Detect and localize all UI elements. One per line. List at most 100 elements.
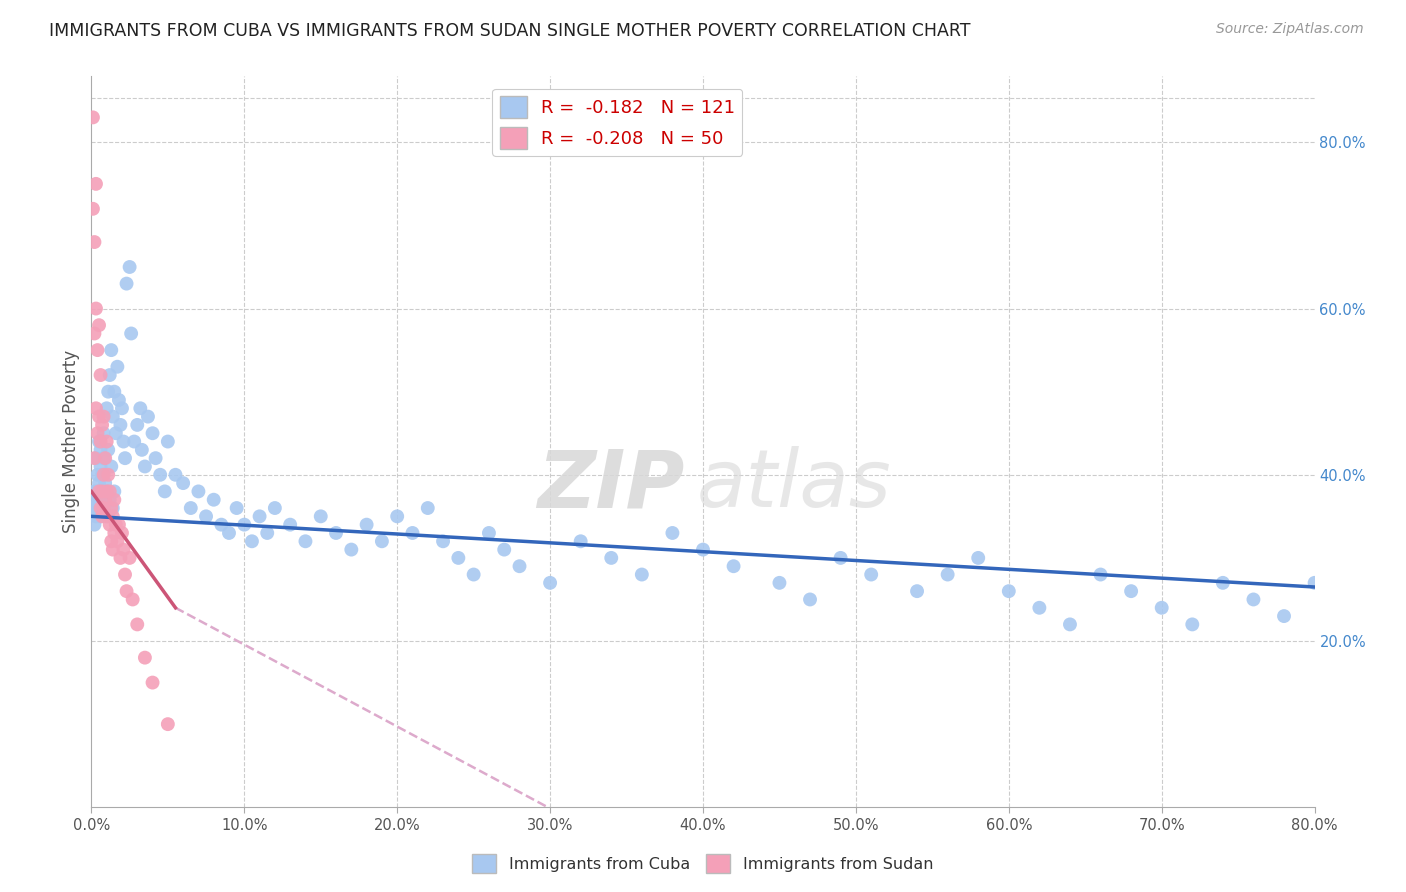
Point xyxy=(100,501,122,516)
Point xyxy=(96,401,118,416)
Point xyxy=(145,451,167,466)
Point xyxy=(118,550,141,565)
Point xyxy=(416,501,439,516)
Point xyxy=(90,368,112,382)
Point xyxy=(111,525,134,540)
Point xyxy=(385,509,409,524)
Point xyxy=(84,401,107,416)
Point xyxy=(87,492,110,507)
Point xyxy=(127,417,149,432)
Point xyxy=(83,235,105,249)
Point xyxy=(112,434,135,449)
Point xyxy=(100,534,122,549)
Point xyxy=(1150,600,1173,615)
Point xyxy=(86,467,108,482)
Point xyxy=(340,542,363,557)
Point xyxy=(830,550,852,565)
Point xyxy=(104,517,127,532)
Point xyxy=(103,484,125,499)
Point xyxy=(96,484,118,499)
Point xyxy=(98,484,121,499)
Point xyxy=(141,426,163,441)
Point xyxy=(86,343,108,357)
Point xyxy=(108,392,131,407)
Point xyxy=(96,484,118,499)
Point xyxy=(90,442,112,457)
Point xyxy=(134,650,156,665)
Point xyxy=(98,517,121,532)
Point xyxy=(225,501,247,516)
Point xyxy=(240,534,263,549)
Point xyxy=(129,401,152,416)
Legend: R =  -0.182   N = 121, R =  -0.208   N = 50: R = -0.182 N = 121, R = -0.208 N = 50 xyxy=(492,88,742,156)
Point xyxy=(86,484,108,499)
Point xyxy=(94,451,117,466)
Point xyxy=(799,592,821,607)
Point xyxy=(84,177,107,191)
Point xyxy=(136,409,159,424)
Point xyxy=(96,509,118,524)
Point xyxy=(1090,567,1112,582)
Point xyxy=(91,484,114,499)
Point xyxy=(127,617,149,632)
Point xyxy=(105,534,128,549)
Point xyxy=(156,434,179,449)
Point xyxy=(104,426,127,441)
Point xyxy=(187,484,209,499)
Point xyxy=(1028,600,1050,615)
Point xyxy=(356,517,378,532)
Point xyxy=(101,409,124,424)
Point xyxy=(103,492,125,507)
Point xyxy=(101,509,124,524)
Point xyxy=(98,368,121,382)
Point xyxy=(309,509,332,524)
Point xyxy=(120,326,142,341)
Point xyxy=(1181,617,1204,632)
Point xyxy=(93,409,115,424)
Point xyxy=(103,384,125,399)
Point xyxy=(93,501,115,516)
Point xyxy=(256,525,278,540)
Point xyxy=(209,517,232,532)
Point xyxy=(94,492,117,507)
Point xyxy=(87,434,110,449)
Point xyxy=(134,459,156,474)
Point xyxy=(371,534,394,549)
Point xyxy=(87,476,110,491)
Point xyxy=(90,509,112,524)
Point xyxy=(153,484,176,499)
Point xyxy=(84,509,107,524)
Point xyxy=(86,501,108,516)
Point xyxy=(110,417,132,432)
Point xyxy=(91,509,114,524)
Point xyxy=(122,434,145,449)
Point xyxy=(998,584,1021,599)
Point xyxy=(294,534,316,549)
Point xyxy=(165,467,187,482)
Point xyxy=(83,484,105,499)
Point xyxy=(432,534,454,549)
Point xyxy=(494,542,516,557)
Point xyxy=(509,559,531,574)
Point xyxy=(723,559,745,574)
Text: IMMIGRANTS FROM CUBA VS IMMIGRANTS FROM SUDAN SINGLE MOTHER POVERTY CORRELATION : IMMIGRANTS FROM CUBA VS IMMIGRANTS FROM … xyxy=(49,22,970,40)
Point xyxy=(91,417,114,432)
Point xyxy=(149,467,172,482)
Point xyxy=(101,542,124,557)
Point xyxy=(141,675,163,690)
Point xyxy=(94,492,117,507)
Point xyxy=(156,717,179,731)
Point xyxy=(108,517,131,532)
Point xyxy=(233,517,256,532)
Point xyxy=(401,525,423,540)
Point xyxy=(478,525,501,540)
Point xyxy=(131,442,153,457)
Point xyxy=(121,592,143,607)
Point xyxy=(87,409,110,424)
Point xyxy=(936,567,959,582)
Text: ZIP: ZIP xyxy=(537,446,685,524)
Point xyxy=(538,575,561,590)
Point xyxy=(87,318,110,333)
Point xyxy=(600,550,623,565)
Point xyxy=(112,542,135,557)
